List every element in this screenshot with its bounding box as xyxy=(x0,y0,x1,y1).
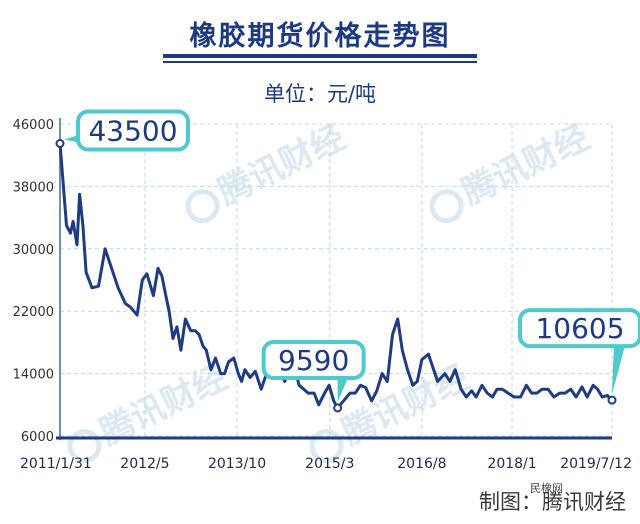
callout-box xyxy=(518,308,640,349)
y-tick-label: 46000 xyxy=(13,118,54,133)
annotation-marker xyxy=(333,403,343,413)
data-label: 10605 xyxy=(535,312,624,345)
source-badge: 民橡网 xyxy=(528,480,565,496)
annotation-marker xyxy=(607,395,617,405)
data-label: 43500 xyxy=(88,115,177,148)
callout-pointer xyxy=(337,373,350,402)
x-tick-label: 2019/7/12 xyxy=(560,456,632,472)
callout-pointer xyxy=(612,342,626,395)
unit-label: 单位：元/吨 xyxy=(263,82,377,106)
x-tick-label: 2011/1/31 xyxy=(20,456,92,472)
y-tick-label: 14000 xyxy=(13,368,54,383)
x-tick-label: 2015/3 xyxy=(305,456,354,472)
x-tick-label: 2018/1 xyxy=(487,456,536,472)
callout-box xyxy=(261,339,366,380)
y-tick-label: 38000 xyxy=(13,180,54,195)
y-tick-label: 22000 xyxy=(13,305,54,320)
title-underline-thin xyxy=(163,61,477,63)
y-tick-label: 6000 xyxy=(21,430,54,445)
x-tick-label: 2016/8 xyxy=(397,456,446,472)
chart-title: 橡胶期货价格走势图 xyxy=(189,21,451,52)
title-underline-thick xyxy=(163,54,477,58)
chart-credit: 制图：腾讯财经 xyxy=(479,490,626,514)
x-tick-label: 2012/5 xyxy=(120,456,169,472)
annotation-marker xyxy=(55,139,65,148)
price-line xyxy=(58,142,614,410)
data-label: 9590 xyxy=(278,344,349,377)
callout-box xyxy=(76,109,190,152)
y-tick-label: 30000 xyxy=(13,243,54,258)
x-tick-label: 2013/10 xyxy=(208,456,266,472)
